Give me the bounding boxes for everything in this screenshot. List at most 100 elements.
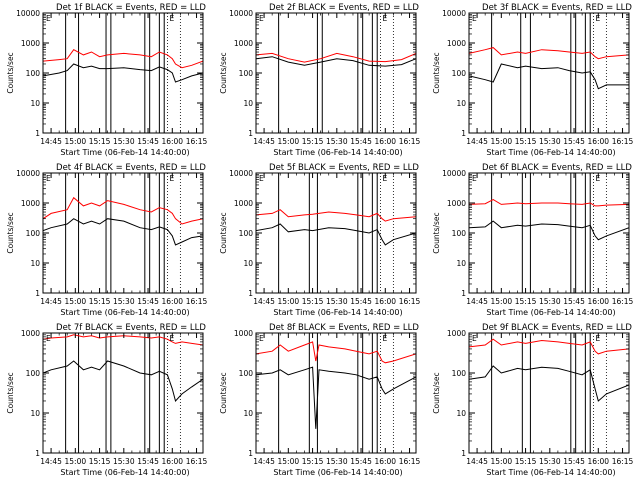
series-group — [256, 52, 416, 67]
annotation-e: E — [259, 334, 264, 343]
y-tick-label: 1 — [248, 129, 253, 138]
y-axis-label: Counts/sec — [432, 212, 441, 253]
panel-title: Det 3f BLACK = Events, RED = LLD — [482, 3, 632, 13]
x-tick-label: 15:15 — [302, 457, 324, 466]
series-line-events — [469, 365, 629, 402]
series-group — [43, 49, 203, 83]
annotation-e: E — [472, 14, 477, 23]
series-group — [469, 47, 629, 90]
x-tick-label: 15:30 — [326, 137, 348, 146]
x-tick-label: 15:45 — [350, 457, 372, 466]
y-tick-label: 1000 — [21, 329, 40, 338]
panel-title: Det 1f BLACK = Events, RED = LLD — [56, 3, 206, 13]
x-tick-label: 14:45 — [253, 137, 275, 146]
x-tick-label: 16:00 — [587, 457, 609, 466]
y-axis-label: Counts/sec — [6, 212, 15, 253]
series-line-lld — [256, 209, 416, 222]
y-axis-label: Counts/sec — [219, 212, 228, 253]
annotation-e: E — [169, 334, 174, 343]
annotation-e: E — [46, 14, 51, 23]
x-tick-label: 15:00 — [491, 297, 513, 306]
y-tick-label: 1000 — [234, 199, 253, 208]
y-tick-label: 10000 — [442, 9, 466, 18]
y-tick-label: 100 — [452, 229, 467, 238]
series-line-events — [256, 56, 416, 67]
annotation-e: E — [595, 14, 600, 23]
y-tick-label: 1 — [35, 129, 40, 138]
x-tick-label: 15:30 — [113, 137, 135, 146]
x-tick-label: 15:45 — [137, 457, 159, 466]
x-tick-label: 15:15 — [515, 457, 537, 466]
plot-frame — [255, 12, 417, 134]
annotation-e: E — [259, 14, 264, 23]
x-tick-label: 15:15 — [302, 297, 324, 306]
x-axis-label: Start Time (06-Feb-14 14:40:00) — [60, 468, 189, 477]
x-tick-label: 15:00 — [278, 297, 300, 306]
y-tick-label: 1000 — [21, 39, 40, 48]
x-tick-label: 15:30 — [539, 297, 561, 306]
x-tick-label: 16:15 — [186, 297, 208, 306]
annotation-e: E — [169, 14, 174, 23]
series-group — [43, 334, 203, 403]
x-tick-label: 15:00 — [65, 137, 87, 146]
panel-2: Det 2f BLACK = Events, RED = LLD Start Ti… — [219, 3, 421, 157]
y-tick-label: 1 — [35, 289, 40, 298]
series-group — [469, 338, 629, 402]
y-tick-label: 10 — [30, 99, 40, 108]
y-tick-label: 10000 — [229, 169, 253, 178]
x-tick-label: 16:00 — [161, 297, 183, 306]
series-line-lld — [469, 199, 629, 207]
x-tick-label: 15:15 — [89, 297, 111, 306]
x-tick-label: 16:00 — [374, 457, 396, 466]
plot-frame — [42, 172, 204, 294]
panel-4: Det 4f BLACK = Events, RED = LLD Start Ti… — [6, 163, 208, 317]
annotation-e: E — [382, 334, 387, 343]
panel-title: Det 9f BLACK = Events, RED = LLD — [482, 323, 632, 333]
y-axis-label: Counts/sec — [219, 52, 228, 93]
annotation-e: E — [46, 334, 51, 343]
x-axis-label: Start Time (06-Feb-14 14:40:00) — [486, 468, 615, 477]
series-group — [469, 199, 629, 241]
x-tick-label: 15:30 — [539, 457, 561, 466]
y-tick-label: 10000 — [442, 169, 466, 178]
y-tick-label: 1000 — [447, 39, 466, 48]
y-axis-label: Counts/sec — [6, 372, 15, 413]
y-tick-label: 10 — [456, 99, 466, 108]
x-tick-label: 16:00 — [161, 457, 183, 466]
x-tick-label: 15:00 — [491, 137, 513, 146]
panel-7: Det 7f BLACK = Events, RED = LLD Start Ti… — [6, 323, 208, 477]
y-tick-label: 100 — [239, 69, 254, 78]
x-tick-label: 15:45 — [137, 297, 159, 306]
y-tick-label: 1 — [248, 449, 253, 458]
y-axis-label: Counts/sec — [6, 52, 15, 93]
x-tick-label: 16:00 — [587, 137, 609, 146]
y-tick-label: 100 — [239, 229, 254, 238]
y-tick-label: 10 — [456, 259, 466, 268]
series-line-events — [256, 366, 416, 429]
x-tick-label: 16:00 — [374, 137, 396, 146]
x-axis-label: Start Time (06-Feb-14 14:40:00) — [60, 148, 189, 157]
series-line-events — [469, 63, 629, 90]
y-tick-label: 10 — [243, 409, 253, 418]
series-line-lld — [469, 47, 629, 60]
x-axis-label: Start Time (06-Feb-14 14:40:00) — [273, 308, 402, 317]
y-tick-label: 10 — [30, 409, 40, 418]
x-tick-label: 15:30 — [326, 457, 348, 466]
x-tick-label: 15:45 — [350, 297, 372, 306]
panel-title: Det 2f BLACK = Events, RED = LLD — [269, 3, 419, 13]
y-tick-label: 10 — [243, 259, 253, 268]
series-line-lld — [469, 338, 629, 355]
x-tick-label: 16:15 — [399, 297, 421, 306]
series-group — [256, 209, 416, 246]
x-tick-label: 16:15 — [399, 137, 421, 146]
y-tick-label: 1000 — [21, 199, 40, 208]
x-tick-label: 16:15 — [612, 297, 634, 306]
plot-frame — [468, 332, 630, 454]
y-tick-label: 1 — [461, 289, 466, 298]
plot-frame — [468, 12, 630, 134]
x-tick-label: 14:45 — [466, 457, 488, 466]
annotation-e: E — [472, 334, 477, 343]
x-axis-label: Start Time (06-Feb-14 14:40:00) — [60, 308, 189, 317]
series-line-lld — [43, 196, 203, 225]
x-tick-label: 14:45 — [40, 297, 62, 306]
